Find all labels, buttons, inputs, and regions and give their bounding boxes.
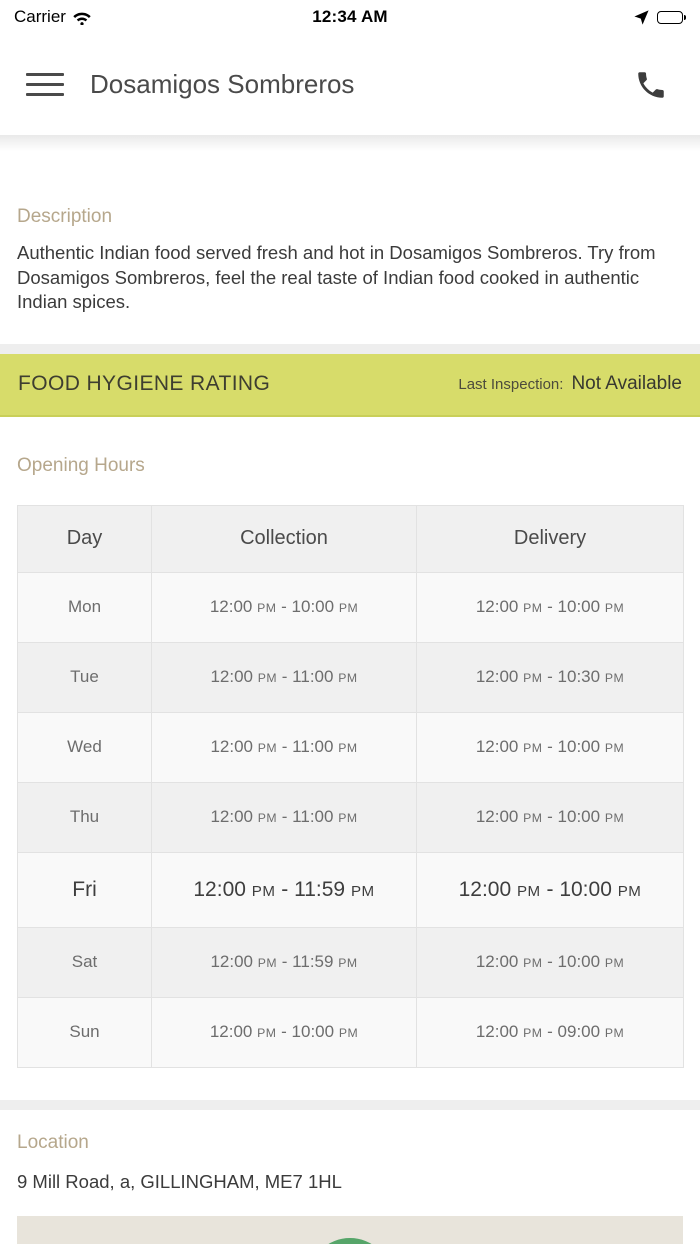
delivery-hours-cell: 12:00 PM - 09:00 PM xyxy=(416,996,684,1068)
collection-hours-cell: 12:00 PM - 11:00 PM xyxy=(151,711,417,783)
collection-hours-cell: 12:00 PM - 10:00 PM xyxy=(151,571,417,643)
opening-hours-heading: Opening Hours xyxy=(17,454,145,476)
table-row: Mon 12:00 PM - 10:00 PM 12:00 PM - 10:00… xyxy=(17,571,684,643)
day-cell: Mon xyxy=(17,571,152,643)
table-row: Fri 12:00 PM - 11:59 PM 12:00 PM - 10:00… xyxy=(17,851,684,928)
collection-hours-cell: 12:00 PM - 11:00 PM xyxy=(151,641,417,713)
day-cell: Fri xyxy=(17,851,152,928)
carrier-label: Carrier xyxy=(14,7,66,26)
column-header-day: Day xyxy=(17,504,152,573)
opening-hours-table: Day Collection Delivery Mon 12:00 PM - 1… xyxy=(17,504,684,1068)
status-bar: Carrier 12:34 AM xyxy=(0,0,700,34)
delivery-hours-cell: 12:00 PM - 10:30 PM xyxy=(416,641,684,713)
day-cell: Wed xyxy=(17,711,152,783)
map-marker-icon xyxy=(308,1237,392,1244)
table-row: Thu 12:00 PM - 11:00 PM 12:00 PM - 10:00… xyxy=(17,781,684,853)
phone-icon[interactable] xyxy=(632,66,670,104)
divider xyxy=(0,343,700,354)
food-hygiene-title: FOOD HYGIENE RATING xyxy=(18,372,271,395)
battery-icon xyxy=(657,10,686,24)
wifi-icon xyxy=(72,9,92,25)
header-shadow xyxy=(0,135,700,151)
collection-hours-cell: 12:00 PM - 11:00 PM xyxy=(151,781,417,853)
table-header-row: Day Collection Delivery xyxy=(17,504,684,573)
collection-hours-cell: 12:00 PM - 11:59 PM xyxy=(151,926,417,998)
day-cell: Sat xyxy=(17,926,152,998)
location-arrow-icon xyxy=(633,9,650,26)
column-header-collection: Collection xyxy=(151,504,417,573)
delivery-hours-cell: 12:00 PM - 10:00 PM xyxy=(416,781,684,853)
day-cell: Sun xyxy=(17,996,152,1068)
status-time: 12:34 AM xyxy=(312,7,388,26)
food-hygiene-banner: FOOD HYGIENE RATING Last Inspection: Not… xyxy=(0,353,700,417)
table-row: Sat 12:00 PM - 11:59 PM 12:00 PM - 10:00… xyxy=(17,926,684,998)
divider xyxy=(0,1099,700,1110)
table-row: Wed 12:00 PM - 11:00 PM 12:00 PM - 10:00… xyxy=(17,711,684,783)
table-row: Sun 12:00 PM - 10:00 PM 12:00 PM - 09:00… xyxy=(17,996,684,1068)
collection-hours-cell: 12:00 PM - 11:59 PM xyxy=(151,851,417,928)
location-address: 9 Mill Road, a, GILLINGHAM, ME7 1HL xyxy=(17,1170,342,1192)
app-header: Dosamigos Sombreros xyxy=(0,34,700,135)
description-heading: Description xyxy=(17,206,113,227)
delivery-hours-cell: 12:00 PM - 10:00 PM xyxy=(416,571,684,643)
page-title: Dosamigos Sombreros xyxy=(90,69,355,99)
delivery-hours-cell: 12:00 PM - 10:00 PM xyxy=(416,851,684,928)
map-view[interactable] xyxy=(17,1215,683,1244)
table-row: Tue 12:00 PM - 11:00 PM 12:00 PM - 10:30… xyxy=(17,641,684,713)
column-header-delivery: Delivery xyxy=(416,504,684,573)
last-inspection-value: Not Available xyxy=(571,373,682,394)
opening-hours-body: Mon 12:00 PM - 10:00 PM 12:00 PM - 10:00… xyxy=(17,571,684,1068)
day-cell: Tue xyxy=(17,641,152,713)
description-text: Authentic Indian food served fresh and h… xyxy=(17,242,656,312)
location-heading: Location xyxy=(17,1131,89,1153)
hamburger-menu-icon[interactable] xyxy=(26,66,64,103)
delivery-hours-cell: 12:00 PM - 10:00 PM xyxy=(416,711,684,783)
last-inspection-label: Last Inspection: xyxy=(458,375,564,393)
collection-hours-cell: 12:00 PM - 10:00 PM xyxy=(151,996,417,1068)
delivery-hours-cell: 12:00 PM - 10:00 PM xyxy=(416,926,684,998)
day-cell: Thu xyxy=(17,781,152,853)
